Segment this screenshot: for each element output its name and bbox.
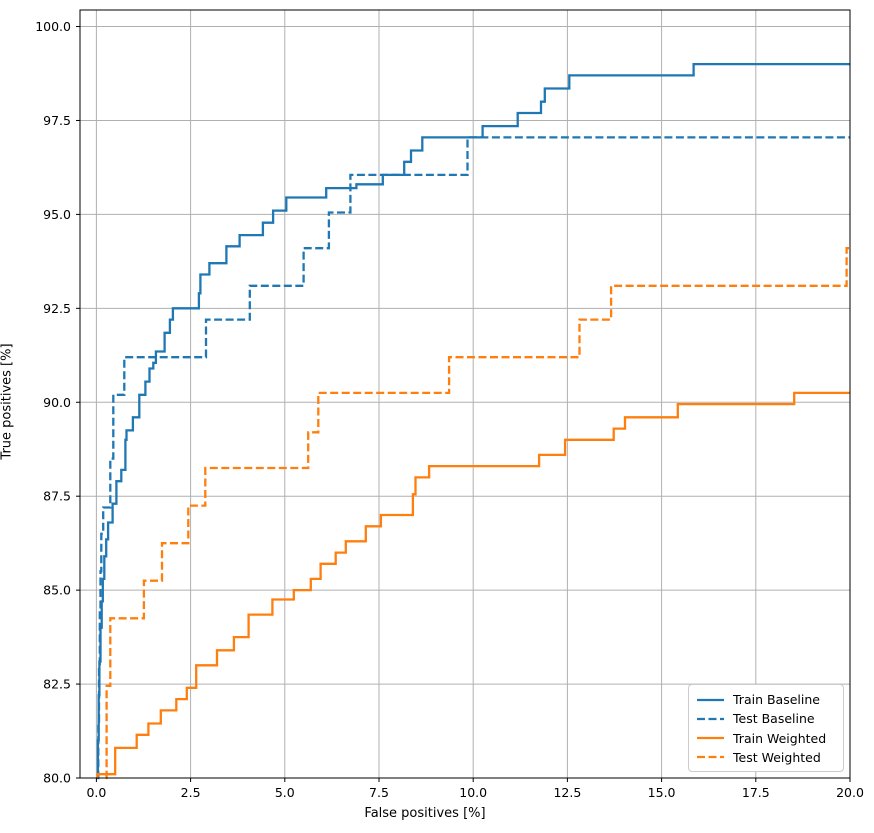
x-tick-label: 17.5 xyxy=(742,785,770,800)
series-line-train-weighted xyxy=(96,391,850,778)
x-tick-label: 10.0 xyxy=(459,785,487,800)
x-tick-label: 12.5 xyxy=(553,785,581,800)
y-tick-label: 80.0 xyxy=(43,771,71,786)
x-tick-label: 5.0 xyxy=(275,785,295,800)
legend-label: Test Weighted xyxy=(733,749,821,765)
x-tick-label: 20.0 xyxy=(836,785,864,800)
series-line-test-weighted xyxy=(105,247,850,780)
series-line-test-baseline xyxy=(97,136,850,780)
y-tick-label: 97.5 xyxy=(43,113,71,128)
legend-item-test-weighted: Test Weighted xyxy=(697,748,835,767)
legend-item-test-baseline: Test Baseline xyxy=(697,709,835,728)
y-tick-label: 85.0 xyxy=(43,583,71,598)
series-line-train-baseline xyxy=(96,62,850,780)
legend-line-sample xyxy=(697,756,724,759)
y-tick-label: 87.5 xyxy=(43,489,71,504)
legend-label: Train Baseline xyxy=(733,692,820,708)
plot-border xyxy=(79,9,851,779)
legend-label: Test Baseline xyxy=(733,711,815,727)
legend-label: Train Weighted xyxy=(733,730,827,746)
x-tick-label: 2.5 xyxy=(181,785,201,800)
x-tick-label: 15.0 xyxy=(648,785,676,800)
x-tick-label: 7.5 xyxy=(369,785,389,800)
legend-line-sample xyxy=(697,736,724,740)
y-tick-label: 95.0 xyxy=(43,207,71,222)
y-axis-label: True positives [%] xyxy=(0,343,15,460)
y-tick-label: 92.5 xyxy=(43,301,71,316)
legend-line-sample xyxy=(697,698,724,701)
legend: Train Baseline Test Baseline Train Weighte… xyxy=(688,684,844,772)
legend-item-train-weighted: Train Weighted xyxy=(697,729,835,748)
legend-item-train-baseline: Train Baseline xyxy=(697,690,835,709)
y-tick-label: 82.5 xyxy=(43,677,71,692)
y-tick-label: 100.0 xyxy=(35,19,71,34)
x-axis-label: False positives [%] xyxy=(364,806,486,821)
x-tick-label: 0.0 xyxy=(86,785,106,800)
y-tick-label: 90.0 xyxy=(43,395,71,410)
legend-line-sample xyxy=(697,717,724,721)
